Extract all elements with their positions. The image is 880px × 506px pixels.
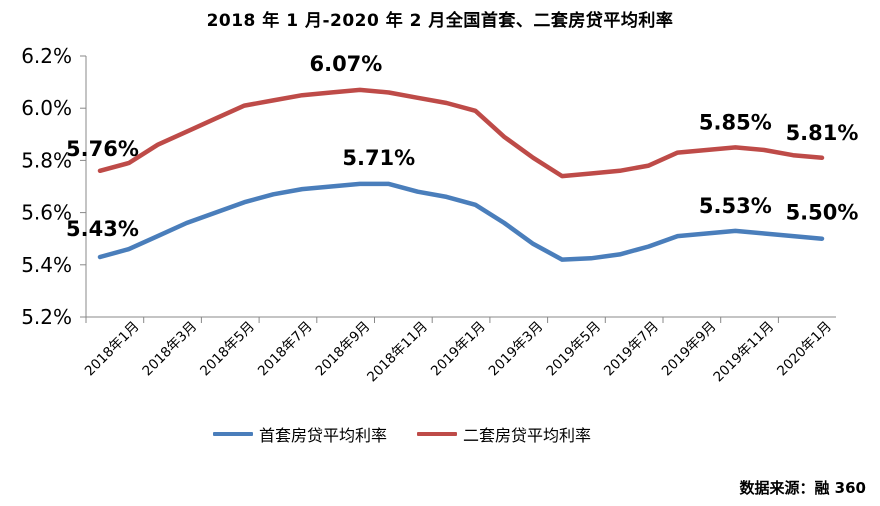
data-label: 6.07% [309, 52, 382, 76]
data-label: 5.76% [66, 137, 139, 161]
legend-item-first-home[interactable]: 首套房贷平均利率 [213, 422, 387, 446]
legend: 首套房贷平均利率 二套房贷平均利率 [213, 422, 621, 446]
x-tick-label: 2019年1月 [428, 319, 489, 380]
x-tick-label: 2018年1月 [82, 319, 143, 380]
y-tick-label: 6.0% [21, 96, 72, 120]
series-line-second-home[interactable] [97, 87, 825, 179]
series-line-first-home[interactable] [97, 181, 825, 262]
data-label: 5.71% [342, 146, 415, 170]
y-tick-label: 5.8% [21, 148, 72, 172]
data-label: 5.81% [786, 121, 859, 145]
x-tick-label: 2019年7月 [601, 319, 662, 380]
x-tick-label: 2019年9月 [659, 319, 720, 380]
data-label: 5.85% [699, 110, 772, 134]
x-tick-label: 2018年7月 [255, 319, 316, 380]
x-tick-label: 2018年5月 [197, 319, 258, 380]
legend-swatch-first-home [213, 432, 253, 436]
y-tick-label: 5.2% [21, 305, 72, 329]
y-tick-label: 6.2% [21, 44, 72, 68]
y-tick-label: 5.4% [21, 253, 72, 277]
legend-label-first-home: 首套房贷平均利率 [259, 426, 388, 445]
x-tick-label: 2020年1月 [774, 319, 835, 380]
x-tick-label: 2018年11月 [364, 319, 431, 386]
y-tick-label: 5.6% [21, 201, 72, 225]
legend-item-second-home[interactable]: 二套房贷平均利率 [417, 422, 591, 446]
source-note: 数据来源：融 360 [739, 479, 866, 497]
legend-label-second-home: 二套房贷平均利率 [463, 426, 592, 445]
x-tick-label: 2019年5月 [543, 319, 604, 380]
x-tick-label: 2018年3月 [139, 319, 200, 380]
x-tick-label: 2018年9月 [313, 319, 374, 380]
x-tick-label: 2019年3月 [486, 319, 547, 380]
data-label: 5.43% [66, 217, 139, 241]
x-tick-label: 2019年11月 [710, 319, 777, 386]
data-label: 5.50% [786, 201, 859, 225]
legend-swatch-second-home [417, 432, 458, 436]
chart-title: 2018 年 1 月-2020 年 2 月全国首套、二套房贷平均利率 [206, 11, 674, 31]
data-label: 5.53% [699, 194, 772, 218]
